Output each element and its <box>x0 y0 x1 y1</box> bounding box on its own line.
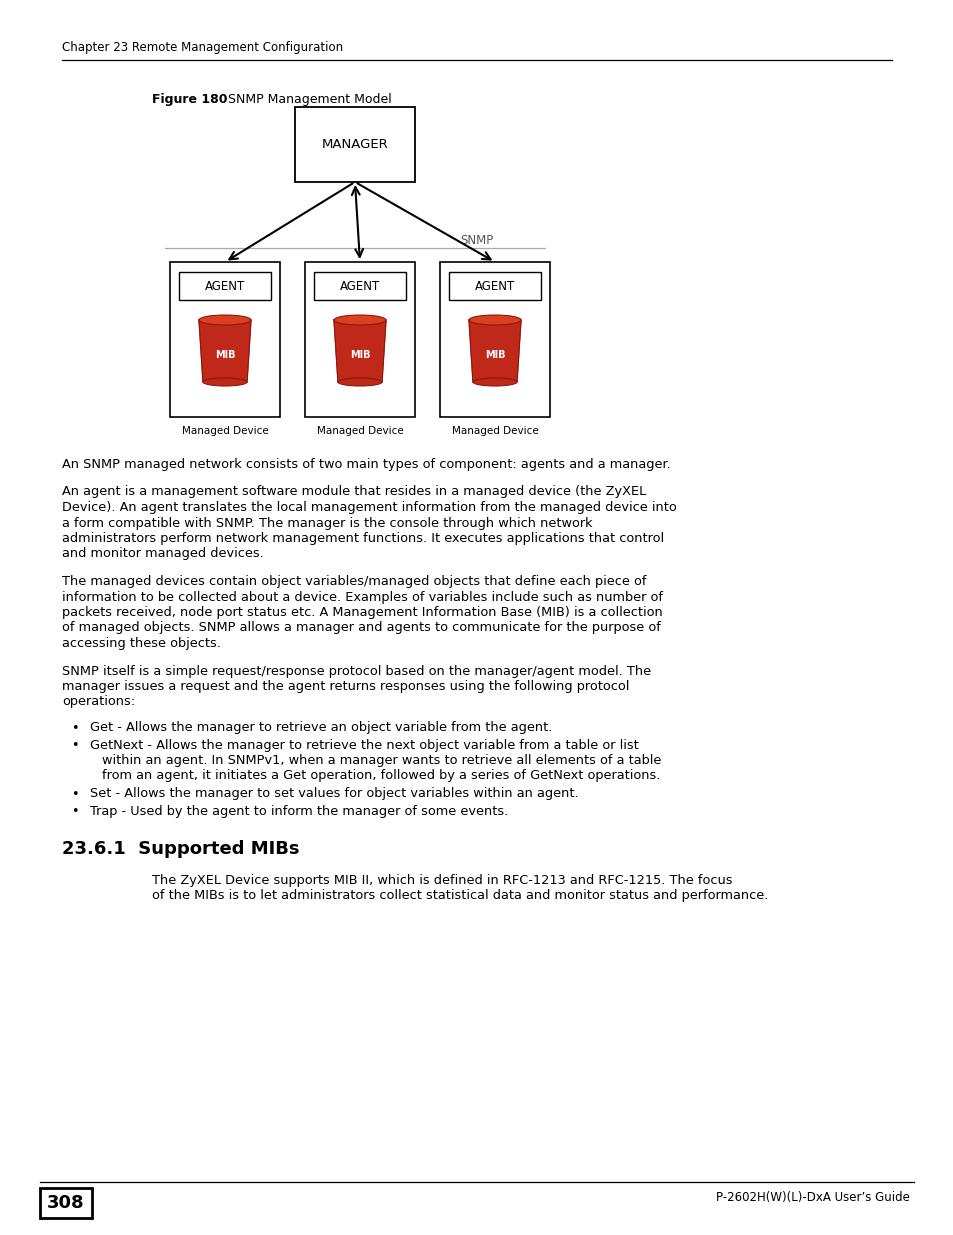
Text: •: • <box>71 740 79 752</box>
Text: Figure 180: Figure 180 <box>152 93 227 106</box>
Text: a form compatible with SNMP. The manager is the console through which network: a form compatible with SNMP. The manager… <box>62 516 592 530</box>
Ellipse shape <box>473 378 517 387</box>
Text: Set - Allows the manager to set values for object variables within an agent.: Set - Allows the manager to set values f… <box>90 787 578 800</box>
Ellipse shape <box>337 378 381 387</box>
Text: and monitor managed devices.: and monitor managed devices. <box>62 547 263 561</box>
Bar <box>305 262 415 417</box>
Text: SNMP Management Model: SNMP Management Model <box>228 93 392 106</box>
Text: AGENT: AGENT <box>205 279 245 293</box>
Text: •: • <box>71 788 79 802</box>
Text: packets received, node port status etc. A Management Information Base (MIB) is a: packets received, node port status etc. … <box>62 606 662 619</box>
Text: 308: 308 <box>47 1194 85 1212</box>
Text: An agent is a management software module that resides in a managed device (the Z: An agent is a management software module… <box>62 485 645 499</box>
Bar <box>439 262 550 417</box>
Text: information to be collected about a device. Examples of variables include such a: information to be collected about a devi… <box>62 590 662 604</box>
Text: Chapter 23 Remote Management Configuration: Chapter 23 Remote Management Configurati… <box>62 42 343 54</box>
Text: MIB: MIB <box>484 350 505 359</box>
Bar <box>40 1188 91 1218</box>
Text: MIB: MIB <box>214 350 235 359</box>
Text: Managed Device: Managed Device <box>181 426 268 436</box>
Text: Get - Allows the manager to retrieve an object variable from the agent.: Get - Allows the manager to retrieve an … <box>90 721 552 734</box>
Bar <box>170 262 280 417</box>
Bar <box>314 272 406 300</box>
Ellipse shape <box>469 315 520 325</box>
Bar <box>449 272 540 300</box>
Text: operations:: operations: <box>62 695 135 709</box>
Bar <box>294 107 415 182</box>
Text: MIB: MIB <box>350 350 370 359</box>
Text: SNMP: SNMP <box>459 233 493 247</box>
Polygon shape <box>199 320 251 382</box>
Text: from an agent, it initiates a Get operation, followed by a series of GetNext ope: from an agent, it initiates a Get operat… <box>102 769 659 783</box>
Text: accessing these objects.: accessing these objects. <box>62 637 221 650</box>
Ellipse shape <box>199 315 251 325</box>
Text: Managed Device: Managed Device <box>451 426 537 436</box>
Text: GetNext - Allows the manager to retrieve the next object variable from a table o: GetNext - Allows the manager to retrieve… <box>90 739 639 752</box>
Text: Managed Device: Managed Device <box>316 426 403 436</box>
Text: Device). An agent translates the local management information from the managed d: Device). An agent translates the local m… <box>62 501 676 514</box>
Text: •: • <box>71 805 79 819</box>
Text: AGENT: AGENT <box>475 279 515 293</box>
Bar <box>179 272 271 300</box>
Text: P-2602H(W)(L)-DxA User’s Guide: P-2602H(W)(L)-DxA User’s Guide <box>716 1192 909 1204</box>
Polygon shape <box>334 320 386 382</box>
Text: The managed devices contain object variables/managed objects that define each pi: The managed devices contain object varia… <box>62 576 646 588</box>
Text: Trap - Used by the agent to inform the manager of some events.: Trap - Used by the agent to inform the m… <box>90 804 508 818</box>
Text: of the MIBs is to let administrators collect statistical data and monitor status: of the MIBs is to let administrators col… <box>152 889 767 903</box>
Ellipse shape <box>203 378 247 387</box>
Text: AGENT: AGENT <box>339 279 379 293</box>
Text: within an agent. In SNMPv1, when a manager wants to retrieve all elements of a t: within an agent. In SNMPv1, when a manag… <box>102 755 660 767</box>
Polygon shape <box>469 320 520 382</box>
Text: administrators perform network management functions. It executes applications th: administrators perform network managemen… <box>62 532 663 545</box>
Text: •: • <box>71 722 79 735</box>
Text: of managed objects. SNMP allows a manager and agents to communicate for the purp: of managed objects. SNMP allows a manage… <box>62 621 660 635</box>
Ellipse shape <box>334 315 386 325</box>
Text: MANAGER: MANAGER <box>321 138 388 151</box>
Text: The ZyXEL Device supports MIB II, which is defined in RFC-1213 and RFC-1215. The: The ZyXEL Device supports MIB II, which … <box>152 874 732 887</box>
Text: manager issues a request and the agent returns responses using the following pro: manager issues a request and the agent r… <box>62 680 629 693</box>
Text: 23.6.1  Supported MIBs: 23.6.1 Supported MIBs <box>62 840 299 858</box>
Text: An SNMP managed network consists of two main types of component: agents and a ma: An SNMP managed network consists of two … <box>62 458 670 471</box>
Text: SNMP itself is a simple request/response protocol based on the manager/agent mod: SNMP itself is a simple request/response… <box>62 664 651 678</box>
